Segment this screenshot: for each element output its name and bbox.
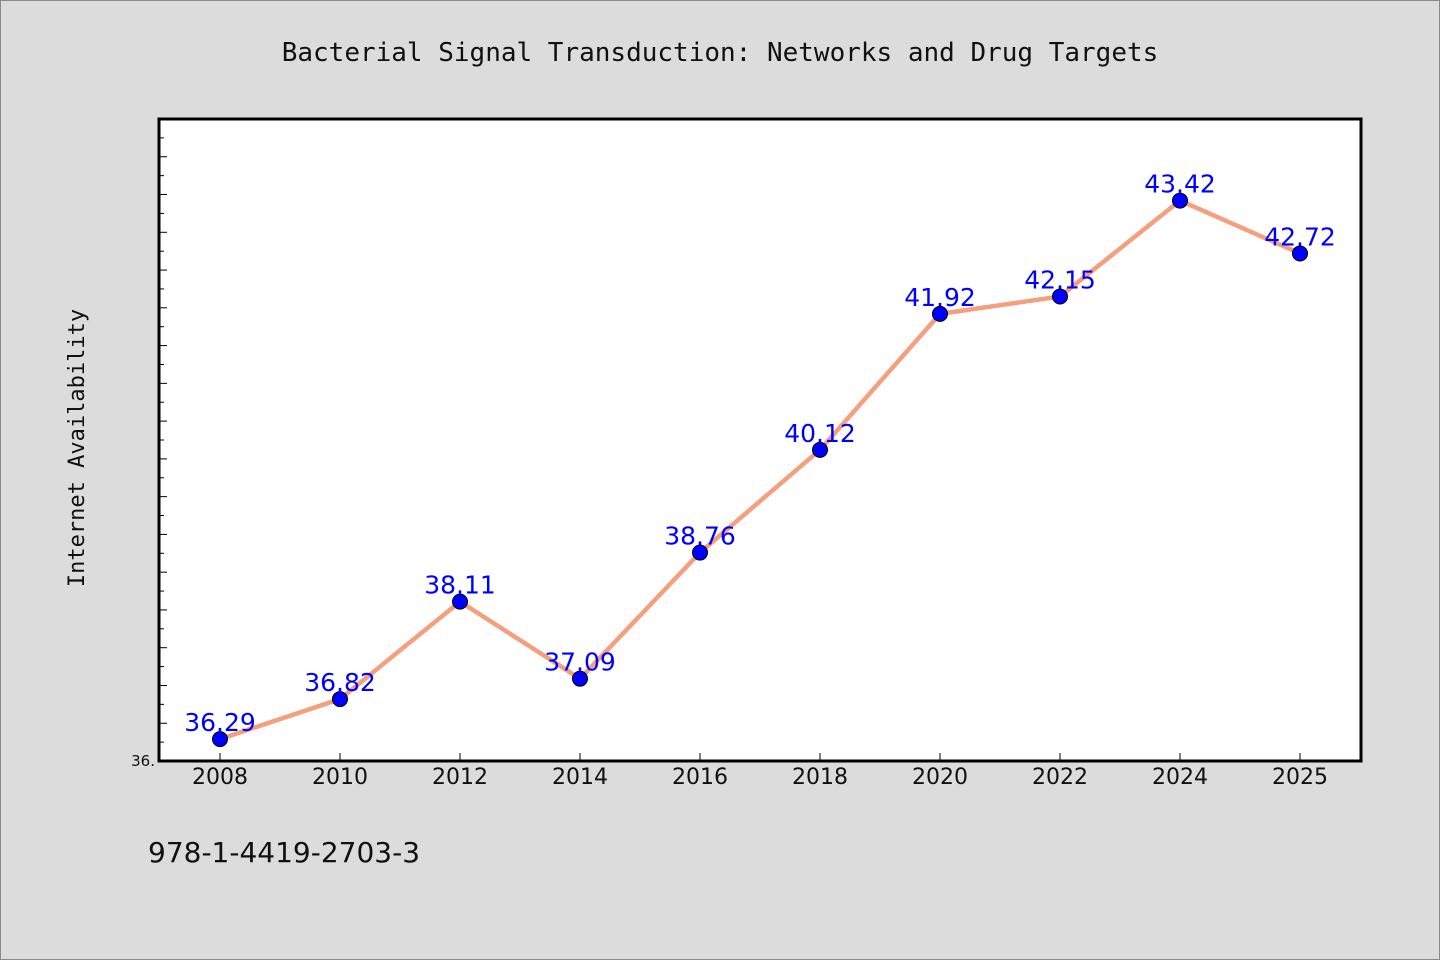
data-point: [1052, 288, 1068, 305]
data-label: 37.09: [544, 648, 616, 677]
isbn-text: 978-1-4419-2703-3: [148, 836, 420, 869]
data-label: 40.12: [784, 419, 856, 448]
data-label: 42.15: [1024, 265, 1096, 294]
data-point: [572, 670, 588, 687]
x-tick-label: 2024: [1152, 765, 1208, 790]
x-tick-label: 2012: [432, 765, 488, 790]
chart-title: Bacterial Signal Transduction: Networks …: [282, 38, 1159, 68]
x-tick-label: 2010: [312, 765, 368, 790]
plot-area: [157, 117, 1363, 763]
data-label: 42.72: [1264, 222, 1336, 251]
series-line: [219, 198, 1301, 742]
x-tick-label: 2025: [1272, 765, 1328, 790]
x-tick-label: 2018: [792, 765, 848, 790]
data-point: [1292, 245, 1308, 262]
data-point: [932, 305, 948, 322]
series-group: 36.29 36.82 38.11 37.09 38.76 40.12 41.92 42.15…: [184, 170, 1336, 748]
x-tick-label: 2014: [552, 765, 608, 790]
data-point: [692, 544, 708, 561]
x-ticks: 2008 2010 2012 2014 2016 2018 2020 2022 2024 2025: [192, 753, 1328, 790]
data-point: [812, 441, 828, 458]
y-axis-label: Internet Availability: [65, 309, 90, 587]
x-tick-label: 2008: [192, 765, 248, 790]
data-label: 38.11: [424, 571, 496, 600]
y-tick-label: 36.: [131, 752, 155, 770]
data-point: [212, 731, 228, 748]
data-point: [452, 593, 468, 610]
data-label: 36.82: [304, 668, 376, 697]
x-tick-label: 2020: [912, 765, 968, 790]
data-label: 36.29: [184, 708, 256, 737]
data-point: [332, 691, 348, 708]
y-ticks: 36.: [131, 118, 167, 770]
data-label: 43.42: [1144, 170, 1216, 199]
data-label: 38.76: [664, 522, 736, 551]
data-label: 41.92: [904, 283, 976, 312]
x-tick-label: 2016: [672, 765, 728, 790]
x-tick-label: 2022: [1032, 765, 1088, 790]
data-point: [1172, 192, 1188, 209]
